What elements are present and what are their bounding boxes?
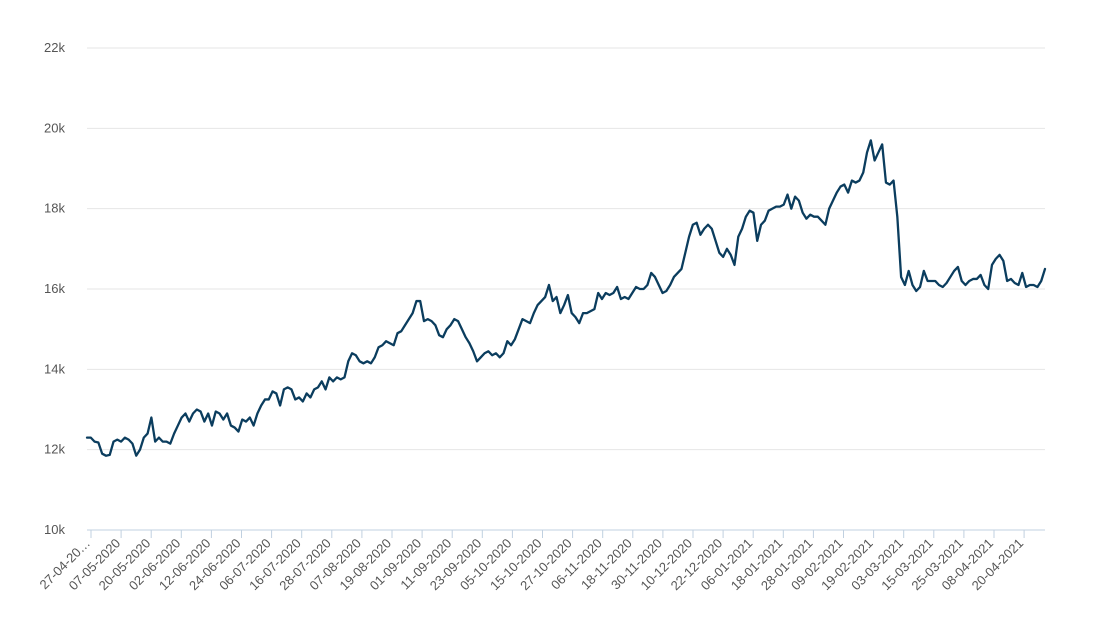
x-axis-labels: 27-04-20…07-05-202020-05-202002-06-20201… [37, 536, 1027, 594]
y-tick-label: 18k [44, 201, 65, 216]
y-tick-label: 14k [44, 361, 65, 376]
x-axis [87, 529, 1045, 538]
series-line [85, 139, 1047, 457]
y-tick-label: 20k [44, 120, 65, 135]
y-tick-label: 12k [44, 442, 65, 457]
y-axis-labels: 10k 12k 14k 16k 18k 20k 22k [44, 40, 65, 537]
y-tick-label: 22k [44, 40, 65, 55]
series-layer [85, 139, 1047, 457]
y-tick-label: 16k [44, 281, 65, 296]
y-tick-label: 10k [44, 522, 65, 537]
gridlines [87, 47, 1045, 451]
